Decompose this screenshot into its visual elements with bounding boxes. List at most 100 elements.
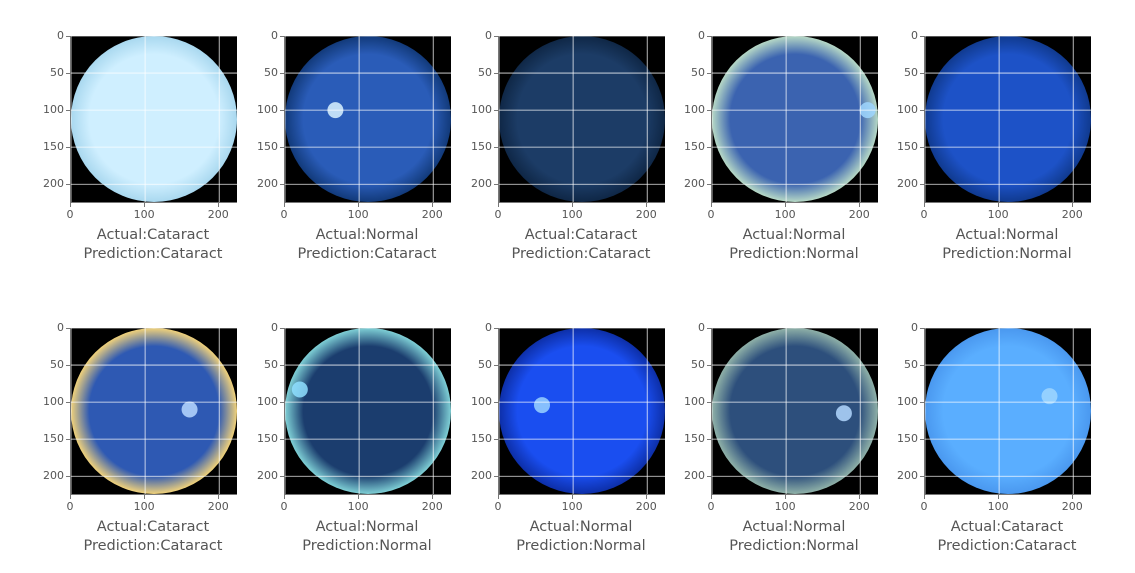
x-tick-label: 100 bbox=[347, 500, 369, 513]
x-tick-label: 0 bbox=[494, 208, 502, 221]
x-tick-label: 100 bbox=[774, 208, 796, 221]
y-tick-label: 0 bbox=[485, 321, 492, 334]
x-tick-mark bbox=[924, 203, 925, 207]
y-tick-label: 50 bbox=[264, 358, 278, 372]
prediction-label: Prediction:Normal bbox=[302, 538, 432, 554]
x-tick-label: 200 bbox=[635, 208, 657, 221]
prediction-label: Prediction:Cataract bbox=[83, 538, 223, 554]
fundus-image bbox=[70, 36, 237, 203]
fundus-image bbox=[70, 328, 237, 495]
prediction-caption: Actual:Normal Prediction:Cataract bbox=[267, 226, 467, 264]
actual-label: Actual:Normal bbox=[742, 519, 846, 535]
x-tick-mark bbox=[1072, 203, 1074, 207]
fundus-image bbox=[711, 328, 878, 495]
fundus-image bbox=[284, 328, 451, 495]
x-tick-mark bbox=[711, 495, 712, 499]
y-tick-mark bbox=[66, 147, 70, 149]
y-tick-label: 150 bbox=[257, 140, 278, 154]
x-tick-label: 100 bbox=[774, 500, 796, 513]
y-tick-label: 50 bbox=[478, 66, 492, 80]
y-tick-mark bbox=[494, 184, 498, 186]
y-tick-label: 200 bbox=[897, 469, 918, 483]
y-tick-label: 150 bbox=[897, 140, 918, 154]
y-tick-label: 100 bbox=[471, 103, 492, 117]
actual-label: Actual:Cataract bbox=[950, 519, 1064, 535]
y-tick-mark bbox=[707, 73, 711, 75]
y-tick-mark bbox=[494, 147, 498, 149]
x-tick-label: 100 bbox=[987, 500, 1009, 513]
x-tick-label: 0 bbox=[66, 208, 74, 221]
y-tick-label: 200 bbox=[684, 177, 705, 191]
x-tick-mark bbox=[785, 495, 787, 499]
y-tick-label: 200 bbox=[43, 177, 64, 191]
y-tick-mark bbox=[66, 73, 70, 75]
y-tick-label: 0 bbox=[911, 321, 918, 334]
y-tick-mark bbox=[707, 439, 711, 441]
x-tick-mark bbox=[498, 495, 499, 499]
y-tick-label: 100 bbox=[684, 103, 705, 117]
y-tick-label: 0 bbox=[57, 29, 64, 42]
y-tick-label: 50 bbox=[691, 66, 705, 80]
y-tick-mark bbox=[66, 328, 70, 329]
y-tick-mark bbox=[66, 365, 70, 367]
x-tick-label: 0 bbox=[280, 208, 288, 221]
x-tick-mark bbox=[924, 495, 925, 499]
y-tick-label: 100 bbox=[897, 103, 918, 117]
x-tick-mark bbox=[432, 495, 434, 499]
y-tick-label: 0 bbox=[698, 321, 705, 334]
x-tick-label: 100 bbox=[987, 208, 1009, 221]
x-tick-mark bbox=[572, 203, 574, 207]
x-tick-mark bbox=[284, 203, 285, 207]
y-tick-label: 50 bbox=[50, 66, 64, 80]
x-tick-mark bbox=[572, 495, 574, 499]
x-tick-label: 200 bbox=[1061, 500, 1083, 513]
actual-label: Actual:Cataract bbox=[96, 519, 210, 535]
x-tick-mark bbox=[432, 203, 434, 207]
y-tick-label: 0 bbox=[271, 29, 278, 42]
y-tick-label: 200 bbox=[471, 177, 492, 191]
x-tick-label: 100 bbox=[347, 208, 369, 221]
y-tick-label: 150 bbox=[471, 432, 492, 446]
prediction-caption: Actual:Cataract Prediction:Cataract bbox=[53, 518, 253, 556]
x-tick-label: 200 bbox=[421, 500, 443, 513]
x-tick-label: 0 bbox=[920, 208, 928, 221]
y-tick-mark bbox=[494, 439, 498, 441]
y-tick-label: 100 bbox=[43, 103, 64, 117]
y-tick-label: 150 bbox=[471, 140, 492, 154]
x-tick-label: 0 bbox=[280, 500, 288, 513]
x-tick-label: 200 bbox=[207, 208, 229, 221]
y-tick-mark bbox=[280, 402, 284, 404]
y-tick-mark bbox=[920, 365, 924, 367]
y-tick-mark bbox=[707, 110, 711, 112]
result-panel: 0 50 100 150 200 0 100 200 Actual:Normal Predicti… bbox=[641, 29, 878, 270]
prediction-label: Prediction:Normal bbox=[729, 538, 859, 554]
x-tick-label: 0 bbox=[707, 500, 715, 513]
y-tick-label: 50 bbox=[50, 358, 64, 372]
x-tick-mark bbox=[218, 495, 220, 499]
y-tick-mark bbox=[280, 328, 284, 329]
prediction-label: Prediction:Cataract bbox=[83, 246, 223, 262]
x-tick-mark bbox=[646, 495, 648, 499]
y-tick-mark bbox=[494, 36, 498, 37]
x-tick-mark bbox=[785, 203, 787, 207]
actual-label: Actual:Cataract bbox=[524, 227, 638, 243]
y-tick-mark bbox=[280, 476, 284, 478]
y-tick-label: 150 bbox=[684, 140, 705, 154]
x-tick-mark bbox=[1072, 495, 1074, 499]
y-tick-mark bbox=[920, 402, 924, 404]
y-tick-label: 200 bbox=[684, 469, 705, 483]
y-tick-mark bbox=[280, 365, 284, 367]
fundus-image bbox=[498, 36, 665, 203]
y-tick-label: 0 bbox=[57, 321, 64, 334]
y-tick-mark bbox=[280, 36, 284, 37]
y-tick-label: 100 bbox=[471, 395, 492, 409]
x-tick-label: 100 bbox=[133, 500, 155, 513]
fundus-image bbox=[924, 328, 1091, 495]
prediction-label: Prediction:Normal bbox=[729, 246, 859, 262]
y-tick-label: 100 bbox=[257, 103, 278, 117]
x-tick-label: 200 bbox=[207, 500, 229, 513]
y-tick-mark bbox=[66, 439, 70, 441]
y-tick-label: 200 bbox=[257, 177, 278, 191]
prediction-label: Prediction:Cataract bbox=[511, 246, 651, 262]
x-tick-label: 200 bbox=[848, 208, 870, 221]
